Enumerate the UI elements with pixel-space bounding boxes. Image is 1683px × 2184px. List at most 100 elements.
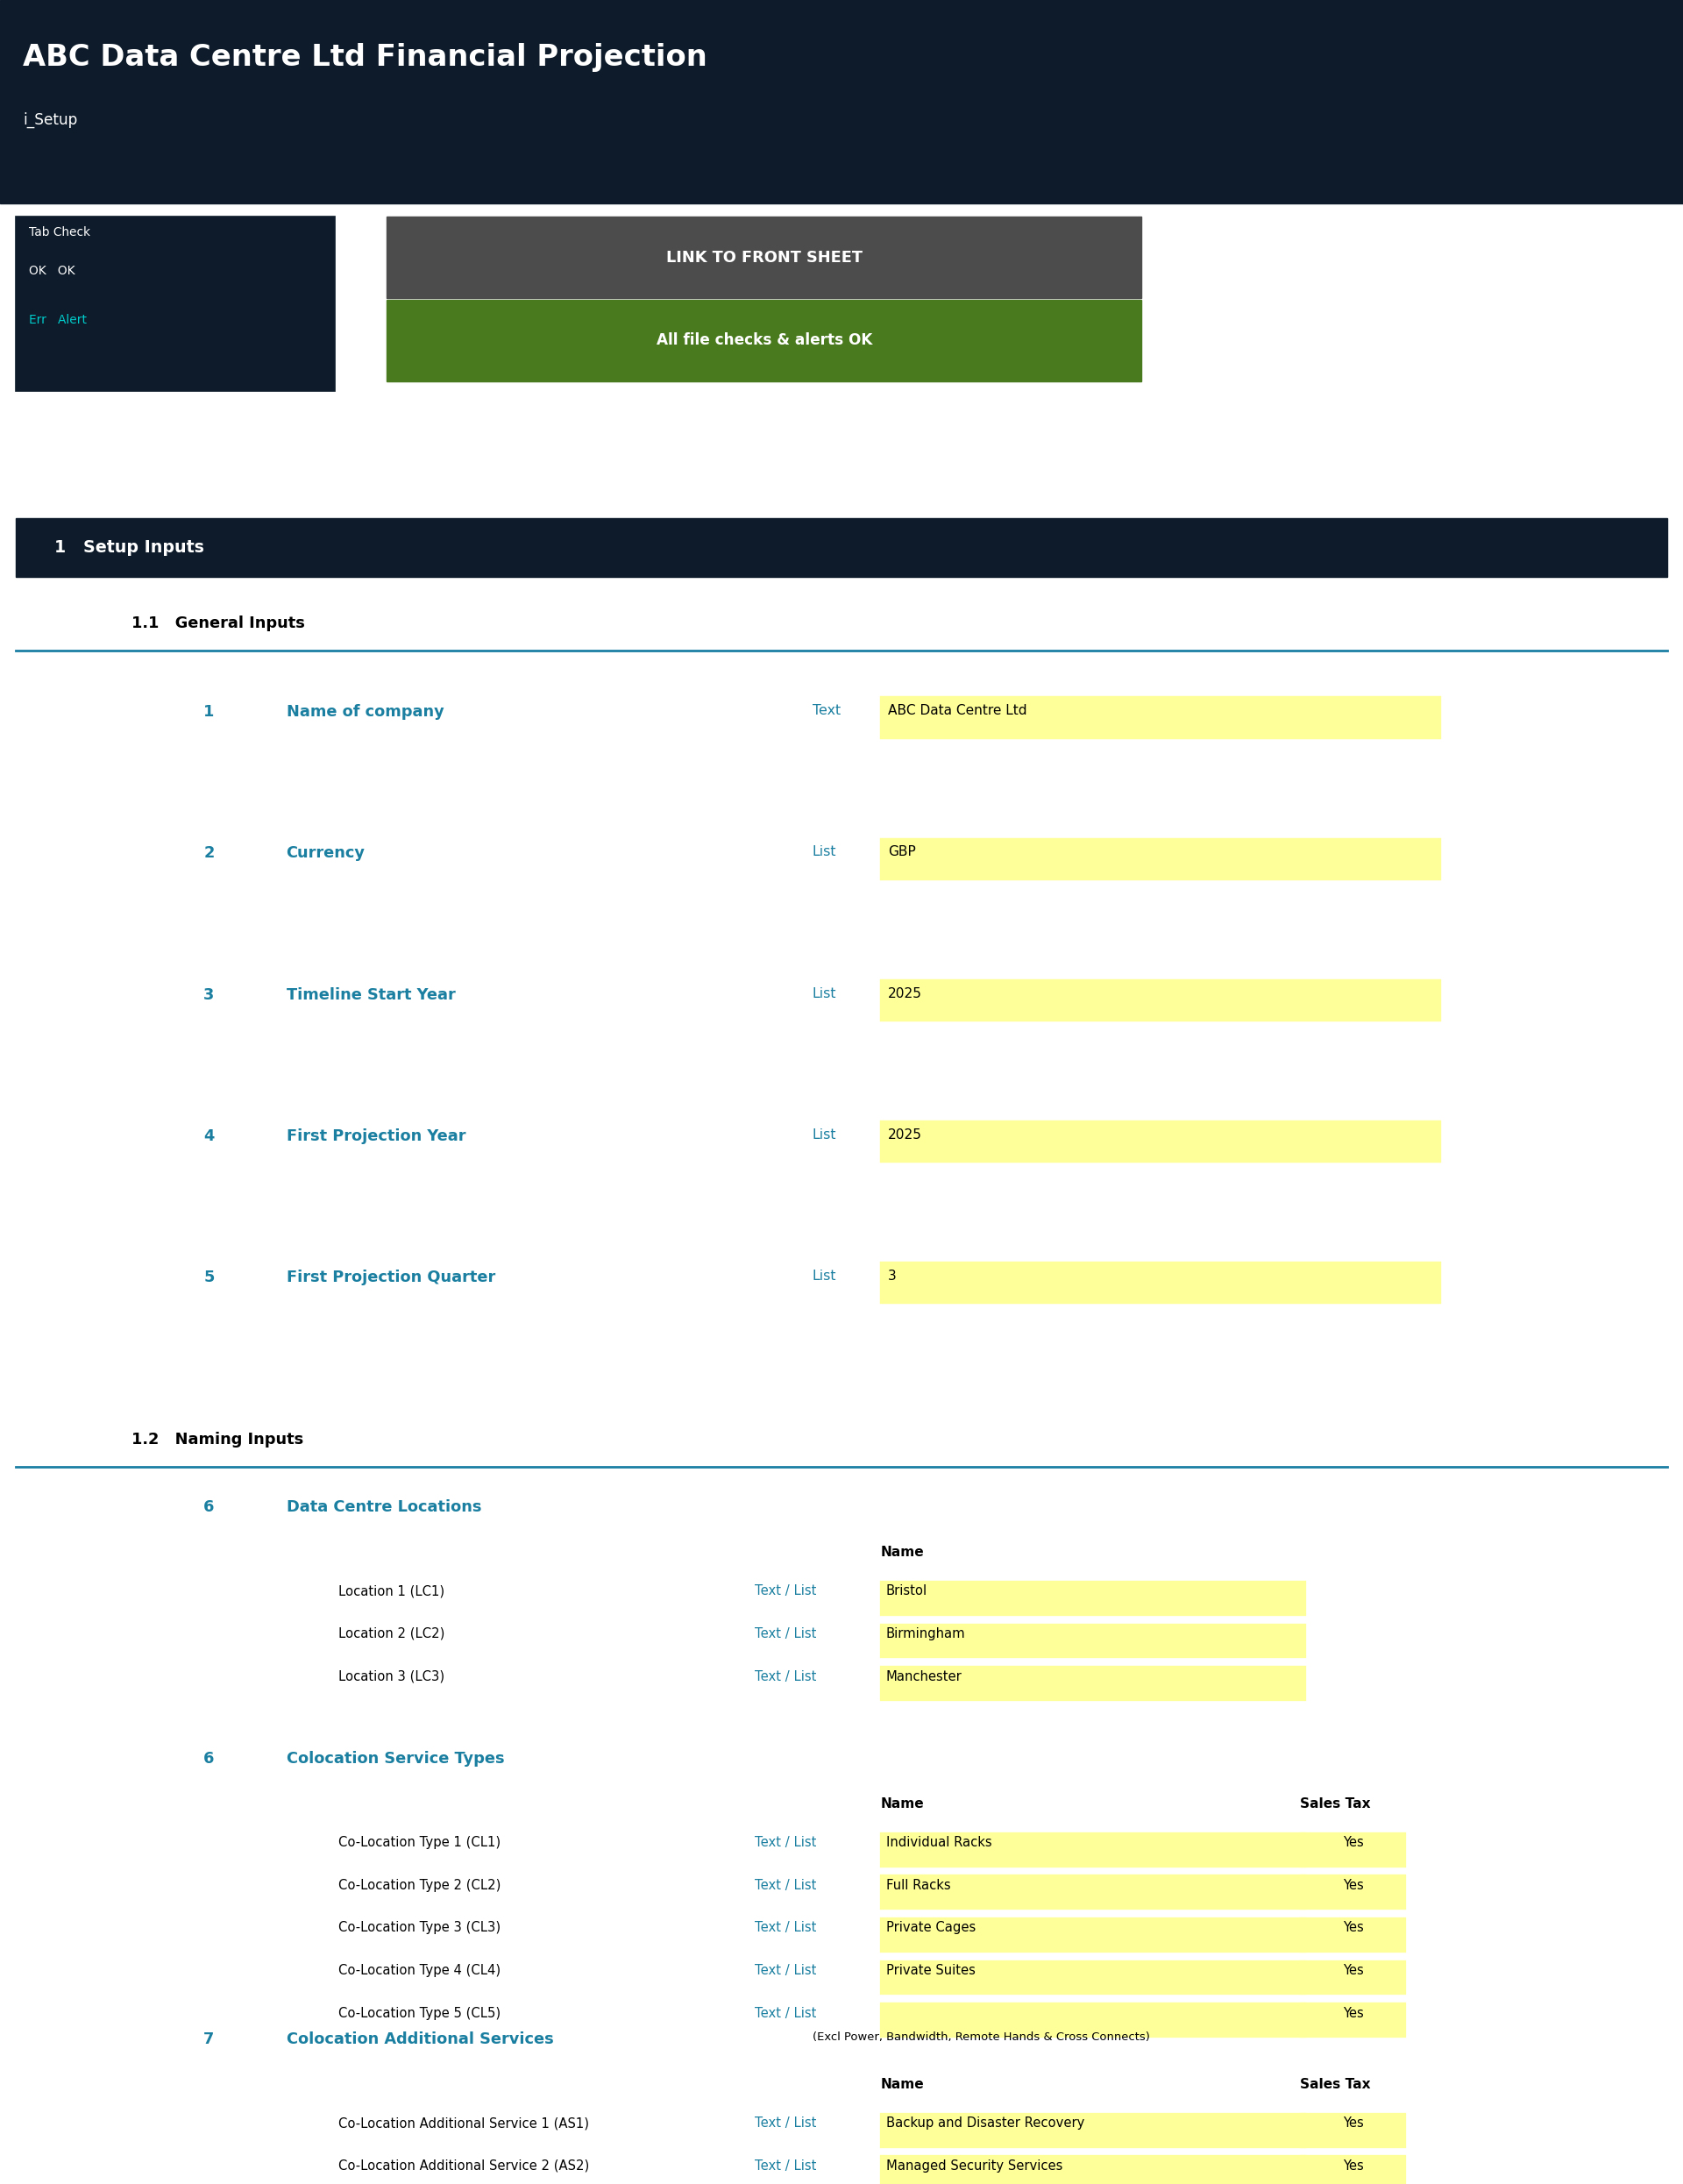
Text: List: List — [813, 845, 836, 858]
Text: Location 3 (LC3): Location 3 (LC3) — [338, 1671, 444, 1684]
Text: OK   OK: OK OK — [29, 264, 76, 277]
Text: Text / List: Text / List — [754, 1671, 816, 1684]
Text: Location 1 (LC1): Location 1 (LC1) — [338, 1586, 444, 1599]
Text: Text / List: Text / List — [754, 1627, 816, 1640]
Text: LINK TO FRONT SHEET: LINK TO FRONT SHEET — [666, 249, 862, 264]
Bar — [880, 1623, 1306, 1658]
Text: Yes: Yes — [1343, 1963, 1363, 1977]
Bar — [880, 1832, 1306, 1867]
Text: 2025: 2025 — [889, 987, 922, 1000]
Bar — [880, 2003, 1306, 2038]
Text: 7: 7 — [204, 2031, 214, 2046]
Text: Tab Check: Tab Check — [29, 227, 91, 238]
Text: Sales Tax: Sales Tax — [1299, 2079, 1370, 2092]
Text: Co-Location Additional Service 1 (AS1): Co-Location Additional Service 1 (AS1) — [338, 2116, 589, 2129]
Text: 1: 1 — [204, 703, 214, 721]
Text: Name: Name — [880, 1546, 924, 1559]
Bar — [880, 1262, 1441, 1304]
Text: Name: Name — [880, 2079, 924, 2092]
Text: List: List — [813, 1129, 836, 1142]
Text: 5: 5 — [204, 1269, 214, 1284]
Text: Name of company: Name of company — [286, 703, 444, 721]
Text: 2025: 2025 — [889, 1129, 922, 1142]
Text: Yes: Yes — [1343, 1837, 1363, 1850]
Bar — [880, 2112, 1306, 2147]
Text: Colocation Service Types: Colocation Service Types — [286, 1752, 505, 1767]
Text: Name: Name — [880, 1797, 924, 1811]
Text: Text / List: Text / List — [754, 1963, 816, 1977]
Text: Text / List: Text / List — [754, 1586, 816, 1599]
Bar — [880, 1120, 1441, 1162]
Text: Co-Location Type 4 (CL4): Co-Location Type 4 (CL4) — [338, 1963, 502, 1977]
Text: Co-Location Type 2 (CL2): Co-Location Type 2 (CL2) — [338, 1878, 502, 1891]
Bar — [880, 697, 1441, 738]
Text: Sales Tax: Sales Tax — [1299, 1797, 1370, 1811]
Text: List: List — [813, 987, 836, 1000]
Text: ABC Data Centre Ltd: ABC Data Centre Ltd — [889, 703, 1027, 719]
Text: 1   Setup Inputs: 1 Setup Inputs — [54, 539, 204, 557]
Text: Yes: Yes — [1343, 2007, 1363, 2020]
Text: Private Suites: Private Suites — [885, 1963, 974, 1977]
Text: Yes: Yes — [1343, 2116, 1363, 2129]
Bar — [1299, 2003, 1407, 2038]
Text: 1.1   General Inputs: 1.1 General Inputs — [131, 616, 305, 631]
Text: All file checks & alerts OK: All file checks & alerts OK — [656, 332, 872, 349]
Text: First Projection Quarter: First Projection Quarter — [286, 1269, 495, 1284]
Text: 2: 2 — [204, 845, 214, 860]
Bar — [387, 299, 1141, 382]
Bar — [0, 0, 1683, 203]
Text: 6: 6 — [204, 1752, 214, 1767]
Text: GBP: GBP — [889, 845, 916, 858]
Text: Yes: Yes — [1343, 1922, 1363, 1935]
Bar — [880, 1874, 1306, 1909]
Bar — [1299, 2156, 1407, 2184]
Text: Currency: Currency — [286, 845, 365, 860]
Text: Text / List: Text / List — [754, 2160, 816, 2173]
Text: Private Cages: Private Cages — [885, 1922, 976, 1935]
Bar — [880, 1918, 1306, 1952]
Bar — [15, 216, 335, 391]
Bar — [1299, 2112, 1407, 2147]
Bar — [880, 1581, 1306, 1616]
Bar — [387, 216, 1141, 297]
Bar — [880, 1666, 1306, 1701]
Text: Text: Text — [813, 703, 840, 719]
Text: Data Centre Locations: Data Centre Locations — [286, 1500, 481, 1516]
Text: Full Racks: Full Racks — [885, 1878, 951, 1891]
Bar — [880, 978, 1441, 1022]
Text: Location 2 (LC2): Location 2 (LC2) — [338, 1627, 444, 1640]
Text: First Projection Year: First Projection Year — [286, 1129, 466, 1144]
Text: 1.2   Naming Inputs: 1.2 Naming Inputs — [131, 1433, 303, 1448]
Bar — [880, 839, 1441, 880]
Text: Co-Location Type 5 (CL5): Co-Location Type 5 (CL5) — [338, 2007, 502, 2020]
Text: 3: 3 — [204, 987, 214, 1002]
Bar — [1299, 1918, 1407, 1952]
Text: Text / List: Text / List — [754, 2007, 816, 2020]
Text: Colocation Additional Services: Colocation Additional Services — [286, 2031, 554, 2046]
Bar — [15, 518, 1668, 577]
Bar — [1299, 1832, 1407, 1867]
Text: 3: 3 — [889, 1269, 897, 1282]
Text: Individual Racks: Individual Racks — [885, 1837, 991, 1850]
Bar — [880, 2156, 1306, 2184]
Bar — [880, 1959, 1306, 1994]
Text: Manchester: Manchester — [885, 1671, 963, 1684]
Text: List: List — [813, 1269, 836, 1282]
Text: Timeline Start Year: Timeline Start Year — [286, 987, 456, 1002]
Text: ABC Data Centre Ltd Financial Projection: ABC Data Centre Ltd Financial Projection — [24, 41, 707, 72]
Text: 4: 4 — [204, 1129, 214, 1144]
Text: Bristol: Bristol — [885, 1586, 927, 1599]
Text: Co-Location Type 3 (CL3): Co-Location Type 3 (CL3) — [338, 1922, 502, 1935]
Text: Birmingham: Birmingham — [885, 1627, 966, 1640]
Text: Co-Location Type 1 (CL1): Co-Location Type 1 (CL1) — [338, 1837, 502, 1850]
Text: Co-Location Additional Service 2 (AS2): Co-Location Additional Service 2 (AS2) — [338, 2160, 589, 2173]
Text: Err   Alert: Err Alert — [29, 314, 88, 325]
Text: Text / List: Text / List — [754, 1878, 816, 1891]
Text: Text / List: Text / List — [754, 1922, 816, 1935]
Bar — [1299, 1874, 1407, 1909]
Bar — [1299, 1959, 1407, 1994]
Text: Backup and Disaster Recovery: Backup and Disaster Recovery — [885, 2116, 1084, 2129]
Text: Text / List: Text / List — [754, 1837, 816, 1850]
Text: Managed Security Services: Managed Security Services — [885, 2160, 1062, 2173]
Text: Yes: Yes — [1343, 2160, 1363, 2173]
